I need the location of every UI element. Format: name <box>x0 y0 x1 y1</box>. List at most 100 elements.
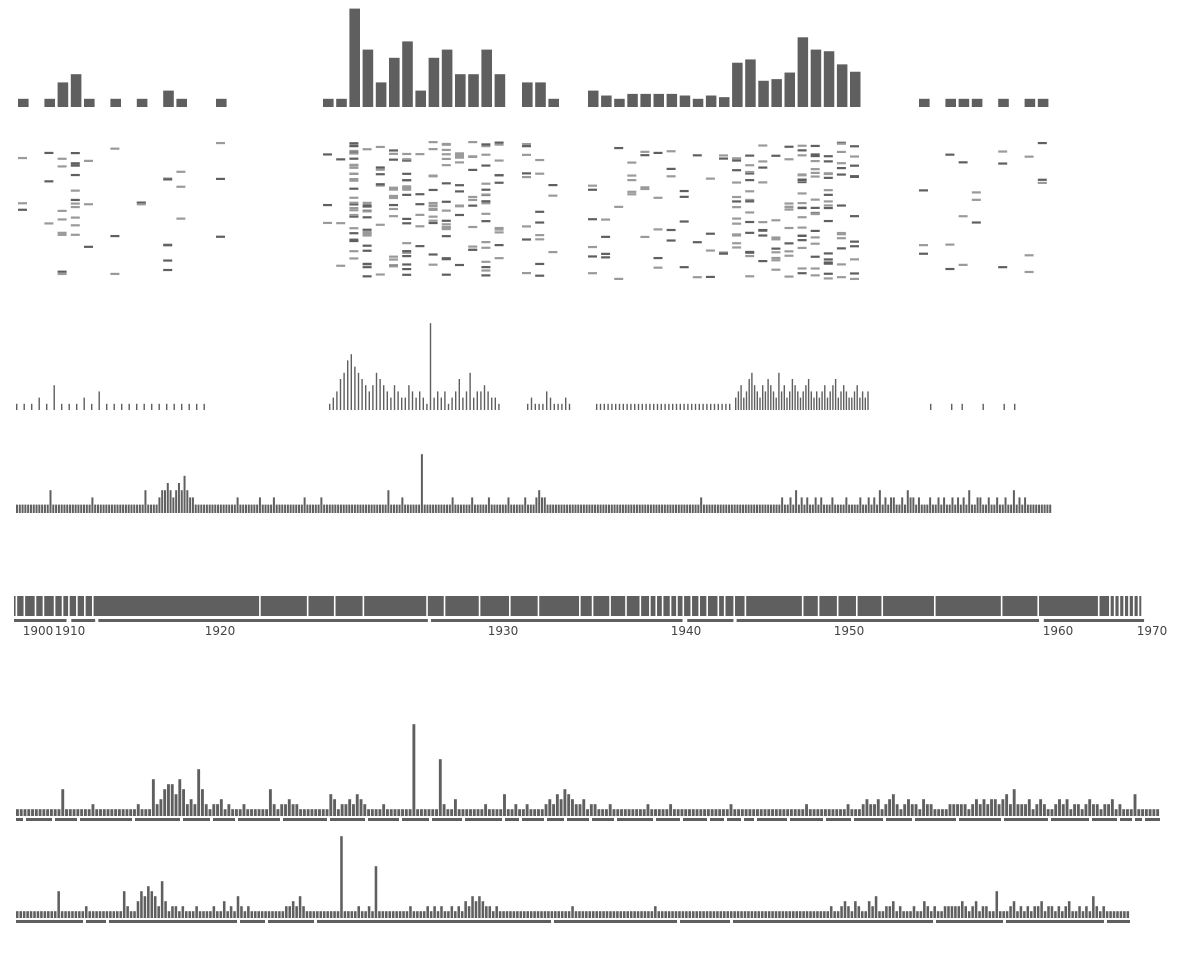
matrix-dash <box>732 195 742 199</box>
series-bar <box>384 504 387 513</box>
timeline-block <box>707 596 718 616</box>
timeline-underline <box>71 619 96 622</box>
lower-bar <box>986 804 990 816</box>
lower-bar <box>278 911 281 918</box>
lower-bar <box>950 906 954 918</box>
series-bar <box>920 504 923 513</box>
matrix-dash <box>732 181 742 184</box>
matrix-dash <box>971 191 981 194</box>
lower-bar <box>216 911 219 918</box>
total-bar <box>402 41 413 107</box>
lower-bar <box>260 911 264 918</box>
lower-underline <box>710 818 724 821</box>
matrix-dash <box>494 141 504 144</box>
series-bar <box>825 504 828 513</box>
lower-bar <box>620 809 623 816</box>
matrix-dash <box>823 206 833 210</box>
lower-bar <box>661 809 665 816</box>
spike-mark <box>802 391 804 410</box>
lower-bar <box>1020 804 1024 816</box>
spike-mark <box>473 397 475 410</box>
matrix-dash <box>836 162 846 165</box>
lower-bar <box>397 809 401 816</box>
series-bar <box>672 504 675 513</box>
spike-mark <box>565 397 567 410</box>
series-bar <box>730 504 733 513</box>
series-bar <box>353 504 356 513</box>
matrix-dash <box>402 217 412 220</box>
matrix-dash <box>945 153 955 156</box>
timeline-block <box>650 596 656 616</box>
matrix-dash <box>945 243 955 246</box>
lower-bar <box>319 911 323 918</box>
lower-bar <box>657 809 661 816</box>
lower-bar <box>898 906 902 918</box>
lower-bar <box>537 809 540 816</box>
series-bar <box>164 490 166 513</box>
spike-mark <box>458 379 460 410</box>
spike-mark <box>805 385 807 410</box>
matrix-dash <box>389 255 398 258</box>
lower-bar <box>823 911 826 918</box>
lower-bar <box>642 809 646 816</box>
matrix-dash <box>732 206 742 209</box>
lower-bar <box>548 799 552 816</box>
lower-bar <box>664 911 667 918</box>
matrix-dash <box>428 263 438 266</box>
lower-bar <box>793 809 797 816</box>
matrix-dash <box>614 277 624 280</box>
series-bar <box>898 504 901 513</box>
lower-bar <box>871 906 874 918</box>
series-bar <box>697 504 700 513</box>
total-bar <box>163 90 174 107</box>
lower-bar <box>1008 804 1012 816</box>
matrix-dash <box>732 246 742 249</box>
series-bar <box>934 504 937 513</box>
lower-bar <box>76 809 80 816</box>
matrix-dash <box>402 273 412 276</box>
spike-mark <box>61 403 63 410</box>
lower-bar <box>754 911 757 918</box>
timeline-underline <box>1043 619 1145 622</box>
series-bar <box>722 504 725 513</box>
lower-bar <box>498 911 502 918</box>
lower-bar <box>601 809 605 816</box>
lower-bar <box>785 911 788 918</box>
lower-bar <box>140 809 144 816</box>
lower-bar <box>706 809 710 816</box>
matrix-dash <box>732 222 742 225</box>
lower-bar <box>555 794 559 816</box>
series-bar <box>29 504 32 513</box>
matrix-dash <box>494 257 504 260</box>
lower-underline <box>402 818 429 821</box>
matrix-dash <box>70 173 80 177</box>
matrix-dash <box>44 151 54 155</box>
series-bar <box>806 497 809 513</box>
lower-bar <box>623 809 627 816</box>
series-bar <box>540 497 543 513</box>
matrix-dash <box>535 158 545 162</box>
series-bar <box>976 497 979 513</box>
lower-bar <box>1005 911 1009 918</box>
matrix-dash <box>216 177 225 181</box>
matrix-dash <box>481 143 491 146</box>
lower-underline <box>683 818 707 821</box>
lower-bar <box>680 809 684 816</box>
lower-bar <box>202 911 205 918</box>
lower-bar <box>867 901 871 918</box>
lower-bar <box>336 809 340 816</box>
matrix-dash <box>481 220 491 223</box>
lower-bar <box>850 809 854 816</box>
total-bar <box>389 57 400 107</box>
series-bar <box>624 504 627 513</box>
lower-bar <box>412 724 416 816</box>
lower-bar <box>623 911 626 918</box>
spike-mark <box>447 403 450 410</box>
lower-bar <box>809 911 812 918</box>
lower-bar <box>316 911 319 918</box>
lower-bar <box>678 911 681 918</box>
matrix-dash <box>522 172 531 175</box>
spike-mark <box>810 391 812 410</box>
lower-bar <box>88 911 91 918</box>
